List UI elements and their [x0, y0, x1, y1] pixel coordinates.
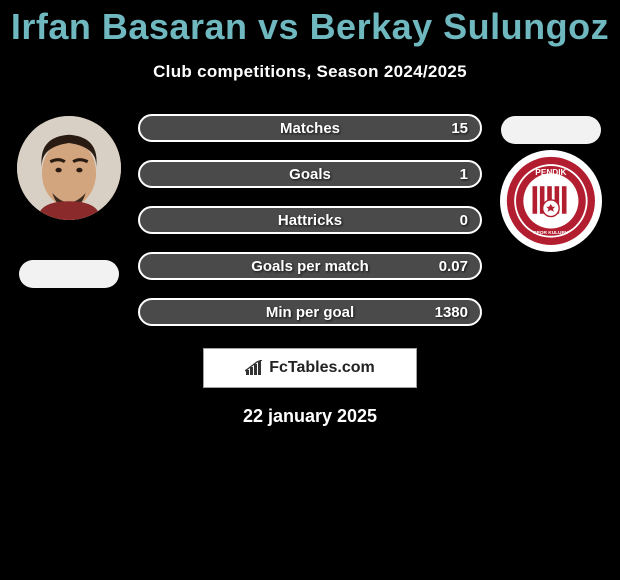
- chart-icon: [245, 360, 265, 376]
- player1-club-pill: [19, 260, 119, 288]
- brand-text: FcTables.com: [269, 359, 375, 377]
- avatar-icon: [17, 116, 121, 220]
- stat-label: Min per goal: [266, 304, 354, 321]
- club-badge-icon: PENDIK SPOR KULUBU: [505, 155, 597, 247]
- stat-value: 0: [460, 212, 468, 229]
- left-column: [14, 112, 124, 288]
- stat-row-min-per-goal: Min per goal 1380: [138, 298, 482, 326]
- svg-text:PENDIK: PENDIK: [535, 168, 566, 177]
- infographic-root: Irfan Basaran vs Berkay Sulungoz Club co…: [0, 0, 620, 580]
- page-title: Irfan Basaran vs Berkay Sulungoz: [0, 6, 620, 48]
- stat-label: Hattricks: [278, 212, 342, 229]
- title-vs: vs: [258, 6, 299, 47]
- stat-value: 0.07: [439, 258, 468, 275]
- content-row: Matches 15 Goals 1 Hattricks 0 Goals per…: [0, 112, 620, 326]
- stat-label: Goals per match: [251, 258, 369, 275]
- stat-value: 1380: [435, 304, 468, 321]
- player2-club-badge: PENDIK SPOR KULUBU: [500, 150, 602, 252]
- title-player1: Irfan Basaran: [11, 6, 248, 47]
- stat-value: 1: [460, 166, 468, 183]
- brand-box: FcTables.com: [203, 348, 417, 388]
- stat-label: Matches: [280, 120, 340, 137]
- player2-club-pill: [501, 116, 601, 144]
- stats-column: Matches 15 Goals 1 Hattricks 0 Goals per…: [138, 112, 482, 326]
- stat-row-goals: Goals 1: [138, 160, 482, 188]
- right-column: PENDIK SPOR KULUBU: [496, 112, 606, 252]
- svg-text:SPOR KULUBU: SPOR KULUBU: [534, 230, 570, 236]
- date-text: 22 january 2025: [0, 406, 620, 427]
- player1-avatar: [17, 116, 121, 220]
- stat-row-goals-per-match: Goals per match 0.07: [138, 252, 482, 280]
- title-player2: Berkay Sulungoz: [310, 6, 610, 47]
- stat-row-hattricks: Hattricks 0: [138, 206, 482, 234]
- stat-value: 15: [451, 120, 468, 137]
- stat-row-matches: Matches 15: [138, 114, 482, 142]
- subtitle: Club competitions, Season 2024/2025: [0, 62, 620, 82]
- stat-label: Goals: [289, 166, 331, 183]
